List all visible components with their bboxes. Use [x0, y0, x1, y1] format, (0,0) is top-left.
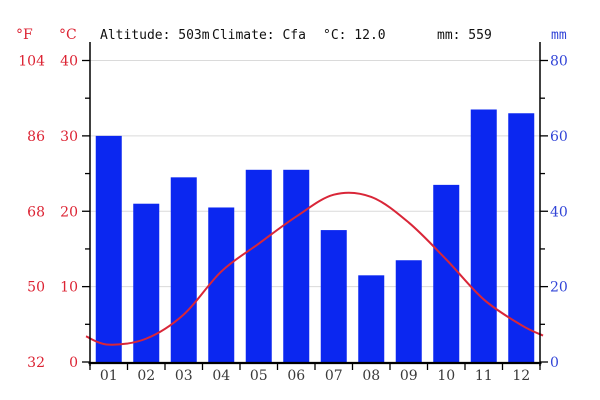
precipitation-bar-11	[470, 109, 497, 363]
left-axis-label-celsius-30: 30	[60, 129, 78, 145]
right-axis-label-mm-0: 0	[550, 355, 559, 371]
right-axis-label-mm-60: 60	[550, 129, 568, 145]
temperature-line	[85, 191, 544, 346]
left-axis-label-fahrenheit-104: 104	[18, 54, 45, 70]
right-axis-label-mm-40: 40	[550, 204, 568, 220]
precipitation-bar-05	[245, 169, 272, 362]
month-label-06: 06	[287, 368, 305, 384]
left-axis-label-fahrenheit-86: 86	[27, 129, 45, 145]
right-axis-label-mm-80: 80	[550, 54, 568, 70]
left-axis-label-fahrenheit-68: 68	[27, 204, 45, 220]
precipitation-bar-09	[395, 260, 422, 362]
month-label-05: 05	[250, 368, 268, 384]
precipitation-bar-08	[358, 275, 385, 362]
precipitation-bar-04	[208, 207, 235, 362]
left-axis-label-fahrenheit-32: 32	[27, 355, 45, 371]
month-label-01: 01	[100, 368, 118, 384]
month-label-04: 04	[212, 368, 230, 384]
altitude-label: Altitude: 503m	[100, 28, 210, 43]
month-label-10: 10	[437, 368, 455, 384]
left-axis-label-celsius-40: 40	[60, 54, 78, 70]
celsius-unit-label: °C	[59, 27, 77, 43]
left-axis-label-celsius-0: 0	[69, 355, 78, 371]
mean-temperature-label: °C: 12.0	[323, 28, 386, 43]
precipitation-bar-10	[433, 184, 460, 362]
precipitation-bar-01	[95, 135, 122, 362]
precipitation-bar-07	[320, 230, 347, 362]
precipitation-bar-06	[283, 169, 310, 362]
month-label-03: 03	[175, 368, 193, 384]
month-label-12: 12	[512, 368, 530, 384]
month-label-11: 11	[475, 368, 493, 384]
left-axis-label-fahrenheit-50: 50	[27, 280, 45, 296]
precipitation-bar-03	[170, 177, 197, 362]
left-axis-label-celsius-10: 10	[60, 280, 78, 296]
right-axis-label-mm-20: 20	[550, 280, 568, 296]
month-label-09: 09	[400, 368, 418, 384]
annual-precipitation-label: mm: 559	[437, 28, 492, 43]
mm-unit-label: mm	[551, 28, 567, 43]
month-label-08: 08	[362, 368, 380, 384]
month-label-07: 07	[325, 368, 343, 384]
fahrenheit-unit-label: °F	[16, 27, 33, 43]
month-label-02: 02	[137, 368, 155, 384]
climate-class-label: Climate: Cfa	[212, 28, 306, 43]
left-axis-label-celsius-20: 20	[60, 204, 78, 220]
